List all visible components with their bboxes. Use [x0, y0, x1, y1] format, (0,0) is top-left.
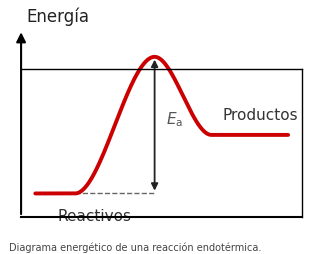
Text: Energía: Energía [27, 7, 90, 26]
Text: $E_\mathrm{a}$: $E_\mathrm{a}$ [166, 110, 183, 129]
Text: Diagrama energético de una reacción endotérmica.: Diagrama energético de una reacción endo… [9, 242, 262, 253]
Text: Reactivos: Reactivos [58, 209, 132, 224]
Text: Productos: Productos [223, 108, 298, 123]
